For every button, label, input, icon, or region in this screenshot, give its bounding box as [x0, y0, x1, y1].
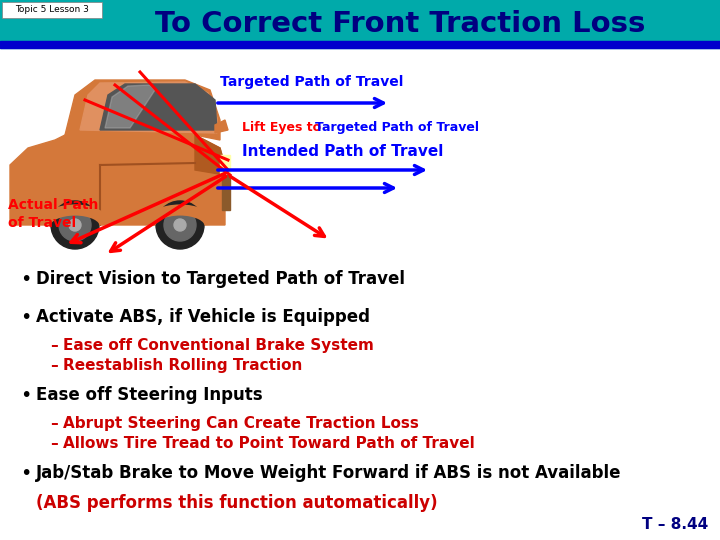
Text: •: • — [20, 308, 32, 327]
Text: –: – — [50, 338, 58, 353]
Text: (ABS performs this function automatically): (ABS performs this function automaticall… — [36, 494, 438, 512]
Text: Intended Path of Travel: Intended Path of Travel — [242, 145, 444, 159]
Text: Targeted Path of Travel: Targeted Path of Travel — [315, 122, 479, 134]
Text: Reestablish Rolling Traction: Reestablish Rolling Traction — [63, 358, 302, 373]
Text: •: • — [20, 270, 32, 289]
Text: Ease off Steering Inputs: Ease off Steering Inputs — [36, 386, 263, 404]
Text: Abrupt Steering Can Create Traction Loss: Abrupt Steering Can Create Traction Loss — [63, 416, 419, 431]
Text: –: – — [50, 416, 58, 431]
Text: –: – — [50, 436, 58, 451]
Circle shape — [59, 209, 91, 241]
Text: Activate ABS, if Vehicle is Equipped: Activate ABS, if Vehicle is Equipped — [36, 308, 370, 326]
Circle shape — [51, 201, 99, 249]
Bar — [222, 175, 230, 210]
Polygon shape — [10, 135, 225, 225]
Polygon shape — [215, 120, 228, 133]
Text: Direct Vision to Targeted Path of Travel: Direct Vision to Targeted Path of Travel — [36, 270, 405, 288]
Circle shape — [174, 219, 186, 231]
Circle shape — [156, 201, 204, 249]
Polygon shape — [80, 82, 217, 133]
Bar — [0, 0, 720, 48]
Polygon shape — [100, 84, 217, 130]
Text: Topic 5 Lesson 3: Topic 5 Lesson 3 — [15, 5, 89, 15]
Polygon shape — [105, 85, 155, 128]
Text: Actual Path
of Travel: Actual Path of Travel — [8, 198, 99, 231]
Polygon shape — [195, 135, 225, 175]
Text: –: – — [50, 358, 58, 373]
Text: Lift Eyes to: Lift Eyes to — [242, 122, 325, 134]
Bar — [220, 155, 230, 173]
Polygon shape — [65, 80, 220, 140]
Text: Jab/Stab Brake to Move Weight Forward if ABS is not Available: Jab/Stab Brake to Move Weight Forward if… — [36, 464, 621, 482]
Text: •: • — [20, 386, 32, 405]
Text: Targeted Path of Travel: Targeted Path of Travel — [220, 75, 403, 89]
Text: Allows Tire Tread to Point Toward Path of Travel: Allows Tire Tread to Point Toward Path o… — [63, 436, 474, 451]
Circle shape — [69, 219, 81, 231]
Text: Ease off Conventional Brake System: Ease off Conventional Brake System — [63, 338, 374, 353]
Bar — [0, 41, 720, 48]
Text: •: • — [20, 464, 32, 483]
Circle shape — [164, 209, 196, 241]
Bar — [2, 2, 102, 18]
Text: To Correct Front Traction Loss: To Correct Front Traction Loss — [155, 10, 645, 38]
Text: T – 8.44: T – 8.44 — [642, 517, 708, 532]
